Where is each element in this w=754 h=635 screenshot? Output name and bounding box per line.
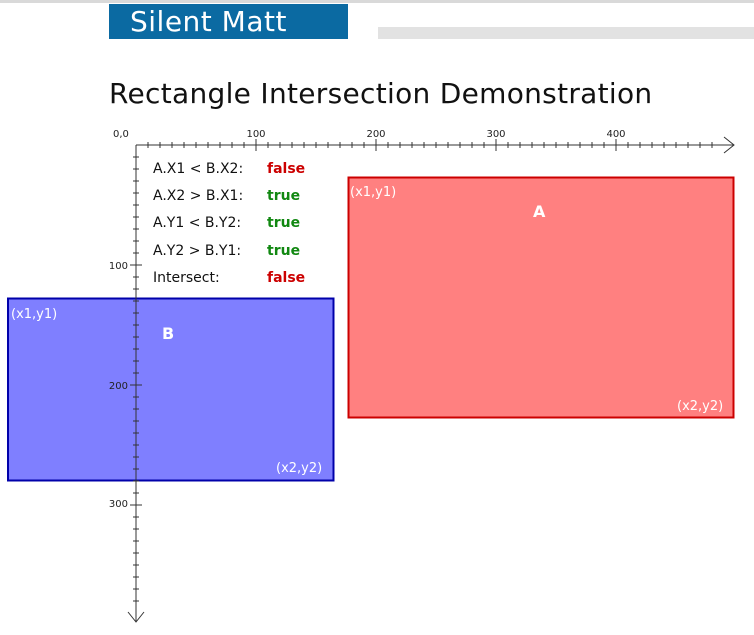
- rect-b-corner1-label: (x1,y1): [11, 307, 57, 322]
- x-tick-label: 400: [606, 129, 625, 140]
- y-tick-label: 300: [109, 499, 128, 510]
- site-logo[interactable]: Silent Matt: [109, 4, 348, 39]
- intersect-label: Intersect:: [153, 270, 220, 286]
- y-axis-ticks: [130, 156, 142, 602]
- y-axis-arrow: [127, 611, 145, 623]
- rect-b[interactable]: [7, 297, 335, 482]
- rect-b-corner2-label: (x2,y2): [276, 461, 322, 476]
- x-tick-label: 300: [486, 129, 505, 140]
- x-axis-ticks: [147, 139, 713, 151]
- x-tick-label: 200: [366, 129, 385, 140]
- condition-label: A.Y1 < B.Y2:: [153, 215, 241, 231]
- rect-a-corner1-label: (x1,y1): [350, 185, 396, 200]
- rect-b-name: B: [162, 324, 174, 343]
- condition-value: true: [267, 215, 300, 231]
- condition-value: true: [267, 243, 300, 259]
- x-axis-arrow: [723, 136, 735, 154]
- header-bar: [378, 27, 754, 39]
- axes: 0,0 100 200 300 400 100 200 300: [109, 129, 735, 623]
- rect-a-name: A: [533, 202, 546, 221]
- y-tick-label: 200: [109, 381, 128, 392]
- condition-label: A.X2 > B.X1:: [153, 188, 243, 204]
- x-tick-label: 100: [246, 129, 265, 140]
- intersect-value: false: [267, 270, 305, 286]
- condition-list: A.X1 < B.X2: false A.X2 > B.X1: true A.Y…: [153, 161, 305, 286]
- condition-value: false: [267, 161, 305, 177]
- rect-a-corner2-label: (x2,y2): [677, 399, 723, 414]
- condition-value: true: [267, 188, 300, 204]
- condition-label: A.Y2 > B.Y1:: [153, 243, 241, 259]
- rect-a[interactable]: [347, 176, 735, 419]
- y-tick-label: 100: [109, 261, 128, 272]
- page-title: Rectangle Intersection Demonstration: [109, 77, 653, 110]
- top-rule: [0, 0, 754, 3]
- condition-label: A.X1 < B.X2:: [153, 161, 243, 177]
- origin-label: 0,0: [113, 129, 129, 140]
